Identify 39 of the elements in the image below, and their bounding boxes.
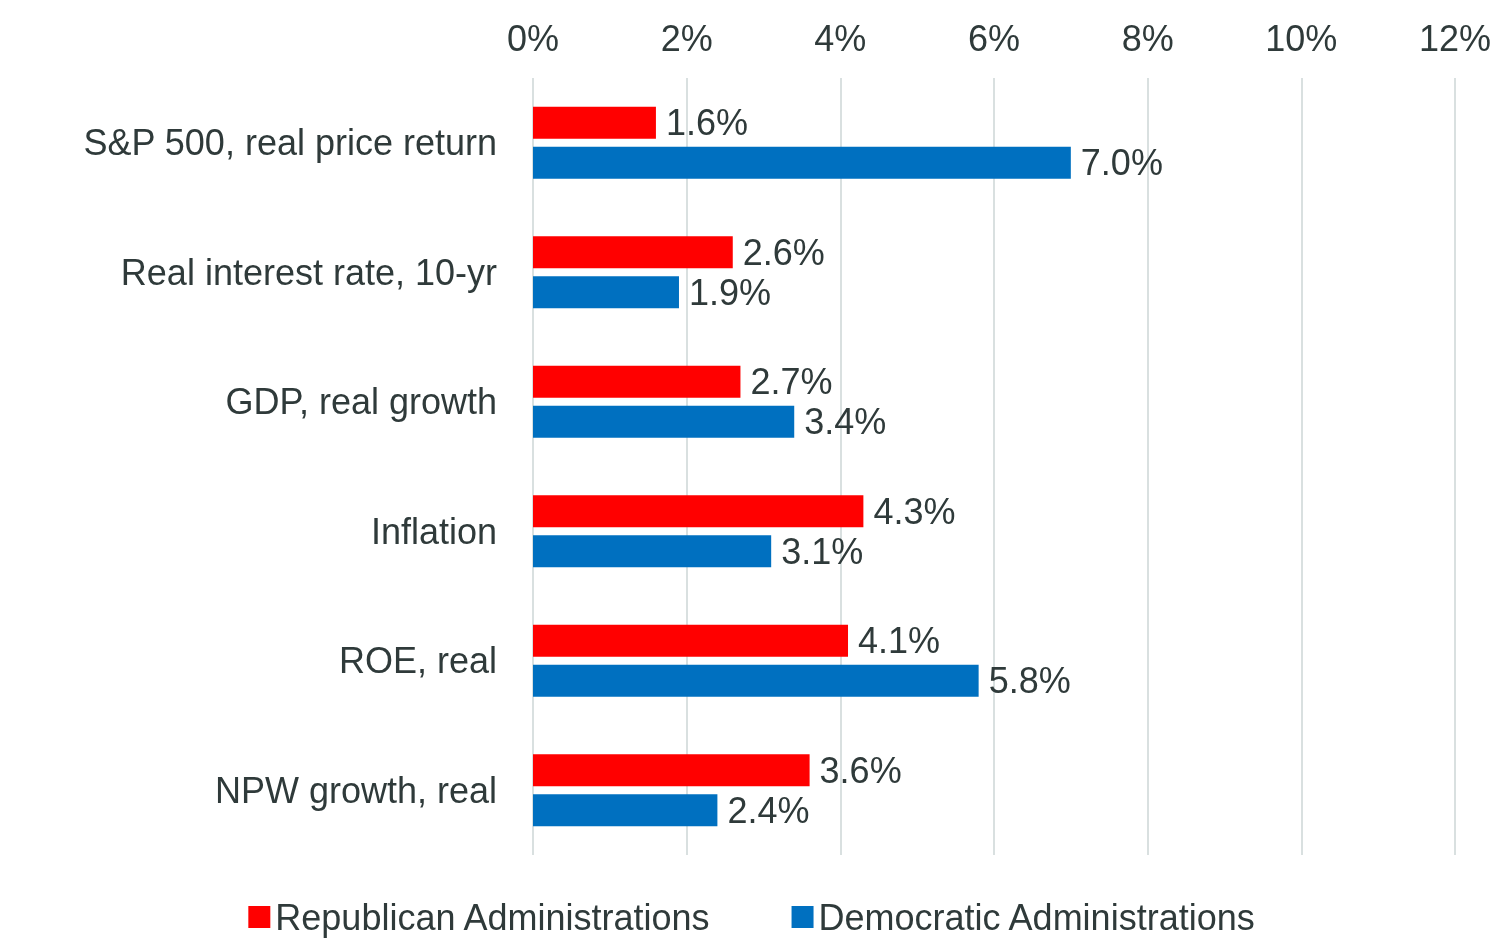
bar — [533, 106, 656, 139]
data-label: 4.1% — [858, 620, 941, 662]
data-label: 1.9% — [688, 271, 772, 313]
y-tick-label: ROE, real — [338, 640, 497, 682]
data-label: 4.3% — [873, 490, 956, 532]
bar — [533, 754, 810, 787]
bar — [533, 495, 864, 528]
y-tick-label: GDP, real growth — [225, 381, 497, 423]
bar — [533, 365, 741, 398]
bar — [533, 794, 718, 827]
data-label: 3.4% — [804, 401, 887, 443]
legend-label: Republican Administrations — [275, 896, 710, 938]
legend-label: Democratic Administrations — [818, 896, 1255, 938]
x-tick-label: 0% — [506, 17, 560, 59]
data-label: 2.6% — [742, 231, 825, 273]
x-tick-label: 4% — [814, 17, 867, 59]
bar — [533, 236, 733, 269]
bar — [533, 146, 1071, 179]
bar — [533, 276, 679, 309]
y-tick-label: Real interest rate, 10-yr — [120, 251, 498, 293]
y-tick-label: S&P 500, real price return — [83, 122, 497, 164]
data-label: 3.1% — [781, 530, 864, 572]
data-label: 7.0% — [1080, 142, 1163, 184]
x-tick-label: 6% — [967, 17, 1021, 59]
x-tick-label: 12% — [1418, 17, 1492, 59]
bar — [533, 535, 772, 568]
data-label: 2.7% — [750, 361, 833, 403]
data-label: 3.6% — [819, 749, 902, 791]
data-label: 2.4% — [727, 789, 810, 831]
x-tick-label: 10% — [1265, 17, 1338, 59]
x-tick-label: 8% — [1121, 17, 1174, 59]
bar — [533, 624, 849, 657]
y-tick-label: NPW growth, real — [214, 769, 497, 811]
y-tick-label: Inflation — [370, 510, 497, 552]
x-tick-label: 2% — [660, 17, 713, 59]
bar — [533, 664, 979, 697]
bar — [533, 405, 795, 438]
data-label: 5.8% — [988, 660, 1071, 702]
data-label: 1.6% — [665, 102, 748, 144]
